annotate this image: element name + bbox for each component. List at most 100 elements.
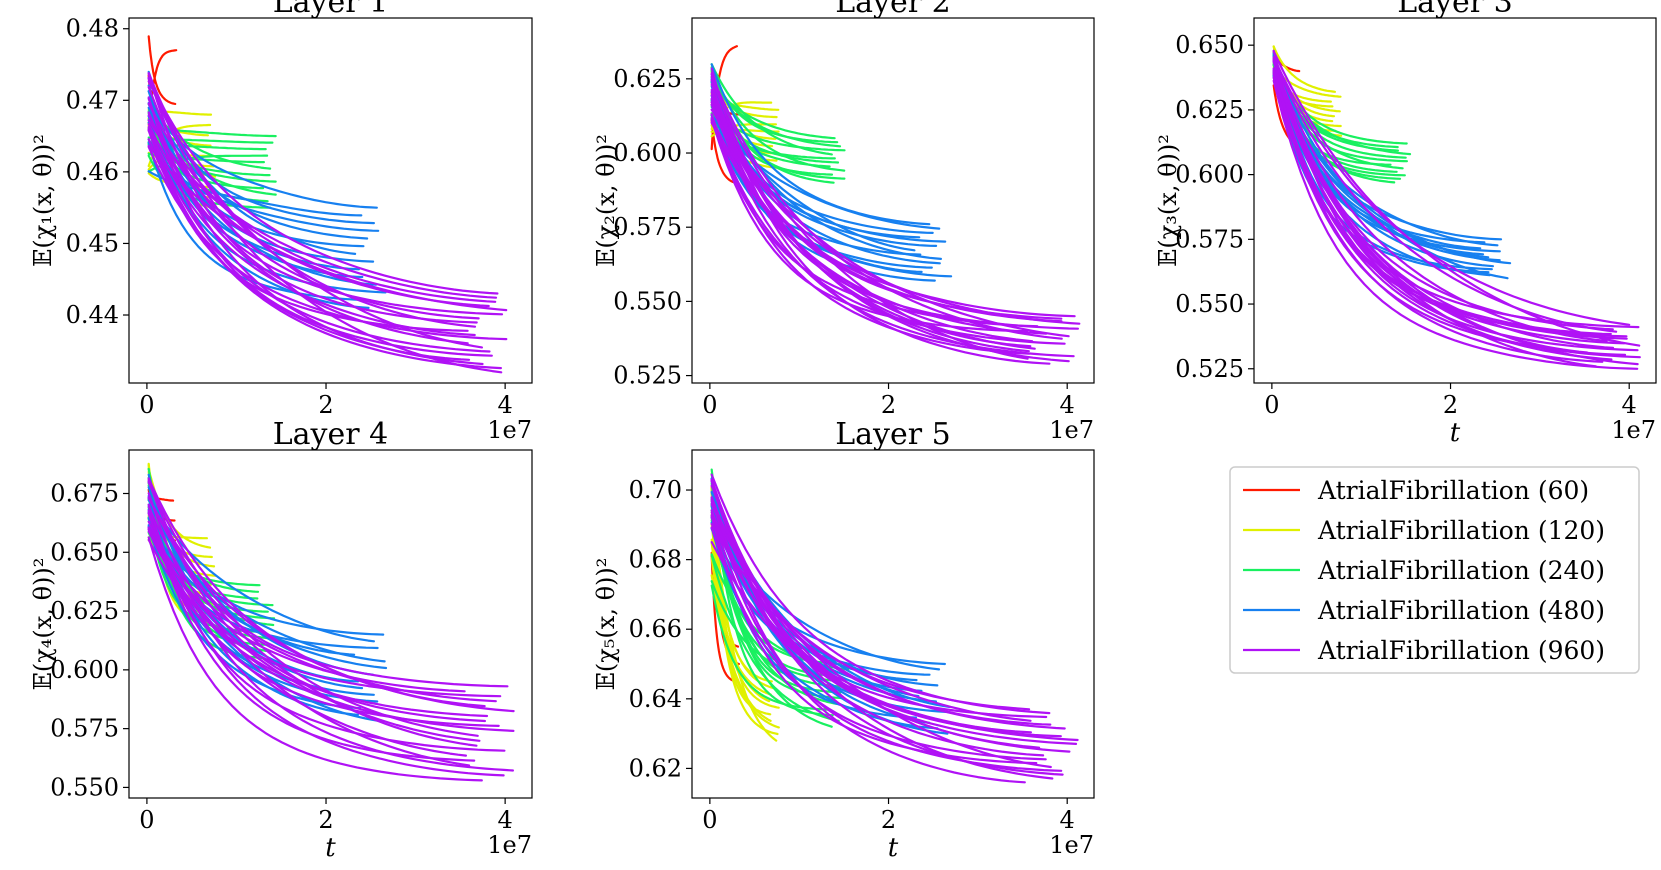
y-tick-label: 0.600 <box>613 139 682 167</box>
series-line <box>710 503 1031 711</box>
series-line <box>1272 45 1337 93</box>
legend-label: AtrialFibrillation (60) <box>1317 476 1589 505</box>
series-line <box>147 102 497 303</box>
series-line <box>710 63 833 156</box>
axes-frame <box>691 17 1095 384</box>
y-tick-label: 0.625 <box>613 65 682 93</box>
x-offset-label: 1e7 <box>487 831 532 859</box>
legend-entry: AtrialFibrillation (60) <box>1243 476 1589 505</box>
legend-entry: AtrialFibrillation (960) <box>1243 636 1605 665</box>
chart-panel-2: 0 2 4 0.525 0.550 0.575 0.600 0.625 Layer 2 1e7 𝔼(… <box>592 0 1095 444</box>
chart-panel-1: 0 2 4 0.44 0.45 0.46 0.47 0.48 Layer 1 1e7 𝔼(χ₁(x,… <box>29 0 533 444</box>
chart-title: Layer 4 <box>273 417 388 452</box>
x-tick-label: 4 <box>1060 806 1075 834</box>
y-tick-label: 0.48 <box>66 15 119 43</box>
x-tick-label: 0 <box>702 391 717 419</box>
series-line <box>147 512 500 728</box>
y-tick-label: 0.550 <box>50 773 119 801</box>
y-tick-label: 0.62 <box>629 754 682 782</box>
series-line <box>1272 79 1639 370</box>
series-line <box>710 473 1051 715</box>
axes-frame <box>128 17 533 384</box>
x-tick-label: 0 <box>139 391 154 419</box>
series-line <box>147 122 469 345</box>
y-tick-label: 0.44 <box>66 301 119 329</box>
y-tick-label: 0.68 <box>629 546 682 574</box>
y-tick-label: 0.675 <box>50 480 119 508</box>
series-line <box>1272 59 1640 329</box>
x-offset-label: 1e7 <box>1611 416 1656 444</box>
series-line <box>147 145 508 341</box>
x-tick-label: 2 <box>881 806 896 834</box>
series-line <box>147 103 272 170</box>
series-line <box>1272 73 1604 363</box>
x-tick-label: 2 <box>318 806 333 834</box>
series-line <box>1272 69 1628 338</box>
series-group <box>1272 45 1641 370</box>
series-line <box>147 481 479 737</box>
series-line <box>710 80 934 234</box>
series-line <box>710 479 1054 780</box>
series-line <box>710 117 1029 333</box>
x-tick-label: 2 <box>318 391 333 419</box>
y-tick-label: 0.600 <box>50 656 119 684</box>
series-line <box>710 497 1026 784</box>
y-axis-label: 𝔼(χ₄(x, θ))² <box>29 558 57 691</box>
series-line <box>710 94 1063 320</box>
series-line <box>1272 56 1631 326</box>
series-line <box>710 63 931 226</box>
series-line <box>710 574 772 696</box>
legend-frame <box>1229 466 1640 674</box>
series-line <box>147 114 490 308</box>
x-tick-label: 4 <box>497 391 512 419</box>
y-tick-label: 0.575 <box>50 715 119 743</box>
x-tick-label: 4 <box>1060 391 1075 419</box>
x-axis-label: t <box>1450 418 1461 448</box>
series-line <box>147 486 356 656</box>
series-line <box>147 35 177 106</box>
series-line <box>147 505 471 767</box>
series-line <box>1272 59 1615 349</box>
y-axis-label: 𝔼(χ₁(x, θ))² <box>29 134 57 267</box>
axes-frame <box>691 449 1095 799</box>
legend: AtrialFibrillation (60) AtrialFibrillatio… <box>1229 466 1640 674</box>
chart-panel-4: 0 2 4 0.550 0.575 0.600 0.625 0.650 0.675 Layer 4… <box>29 417 533 863</box>
chart-title: Layer 2 <box>835 0 950 20</box>
series-line <box>710 499 1045 757</box>
series-line <box>147 97 484 366</box>
series-line <box>710 526 1047 761</box>
legend-label: AtrialFibrillation (480) <box>1317 596 1605 625</box>
x-tick-label: 2 <box>1443 391 1458 419</box>
chart-title: Layer 3 <box>1397 0 1512 20</box>
series-group <box>710 45 1081 365</box>
y-tick-label: 0.625 <box>50 597 119 625</box>
series-line <box>147 512 506 752</box>
x-axis-label: t <box>325 833 336 863</box>
series-line <box>1272 68 1612 336</box>
series-line <box>710 502 939 687</box>
series-line <box>710 103 1048 335</box>
series-line <box>147 129 491 353</box>
legend-label: AtrialFibrillation (960) <box>1317 636 1605 665</box>
y-tick-label: 0.45 <box>66 229 119 257</box>
axes-frame <box>128 449 533 799</box>
y-tick-label: 0.64 <box>629 685 682 713</box>
y-tick-label: 0.625 <box>1175 96 1244 124</box>
chart-panel-3: 0 2 4 0.525 0.550 0.575 0.600 0.625 0.650 Layer 3… <box>1154 0 1657 448</box>
series-line <box>147 528 466 693</box>
series-group <box>147 35 508 374</box>
series-line <box>710 118 1039 328</box>
series-line <box>710 584 830 711</box>
x-offset-label: 1e7 <box>487 416 532 444</box>
series-line <box>147 111 504 316</box>
series-line <box>1272 49 1639 352</box>
series-line <box>710 511 1063 772</box>
series-line <box>147 527 502 698</box>
y-tick-label: 0.550 <box>1175 290 1244 318</box>
y-tick-label: 0.66 <box>629 615 682 643</box>
series-line <box>710 480 1048 719</box>
series-group <box>147 462 515 782</box>
y-tick-label: 0.525 <box>1175 355 1244 383</box>
series-line <box>147 72 478 324</box>
legend-label: AtrialFibrillation (120) <box>1317 516 1605 545</box>
